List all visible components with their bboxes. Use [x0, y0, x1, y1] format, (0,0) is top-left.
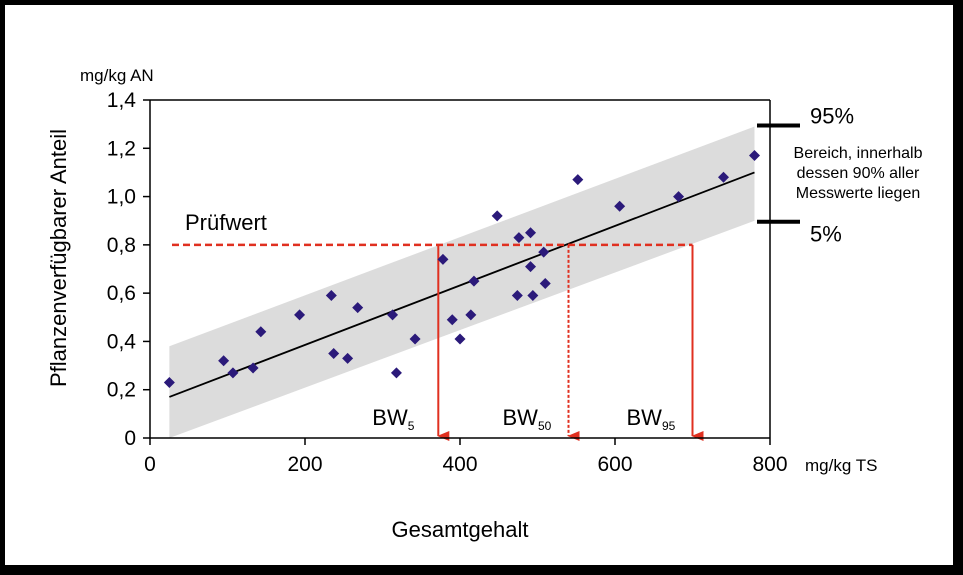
bw-label-subscript: 95	[662, 419, 676, 433]
y-tick-label: 0	[124, 427, 136, 450]
data-point	[468, 275, 480, 287]
y-tick-label: 1,4	[107, 89, 137, 112]
y-tick-label: 1,0	[107, 186, 136, 209]
data-point	[255, 326, 267, 338]
x-axis-title: Gesamtgehalt	[392, 517, 529, 542]
x-tick-label: 800	[752, 453, 787, 476]
y-tick-label: 0,2	[107, 379, 136, 402]
data-point	[525, 227, 537, 239]
data-point	[352, 302, 364, 314]
x-tick-label: 0	[144, 453, 156, 476]
bw-label-subscript: 5	[408, 419, 415, 433]
data-point	[247, 362, 259, 374]
bw-label-base: BW	[372, 405, 408, 430]
data-point	[525, 261, 537, 273]
data-point	[538, 246, 550, 258]
data-point	[511, 290, 523, 302]
bw-label-5: BW5	[372, 405, 414, 433]
regression-layer	[169, 171, 755, 398]
y-axis-title: Pflanzenverfügbarer Anteil	[46, 129, 71, 387]
data-point	[749, 150, 760, 162]
data-point	[446, 314, 458, 326]
data-point	[539, 277, 551, 289]
data-point	[328, 348, 340, 359]
data-point	[673, 191, 685, 203]
data-point	[218, 355, 230, 367]
band-legend-layer: 95% 5% Bereich, innerhalb dessen 90% aller M…	[757, 104, 923, 247]
data-point	[454, 333, 466, 345]
data-points-layer	[163, 150, 760, 388]
data-point	[294, 309, 306, 321]
data-point	[527, 290, 539, 302]
data-point	[390, 367, 402, 379]
data-point	[513, 232, 525, 244]
threshold-layer: BW5 BW50 BW95	[172, 243, 704, 441]
data-point	[465, 309, 477, 321]
data-point	[409, 333, 421, 345]
band-note-line: dessen 90% aller	[797, 165, 920, 182]
axes-layer: 0 0,2 0,4 0,6 0,8 1,0 1,2 1,4 0 200 400 600 800	[107, 89, 788, 476]
x-unit-label: mg/kg TS	[805, 456, 877, 475]
confidence-band	[169, 126, 755, 439]
data-point	[325, 290, 337, 302]
y-tick-label: 0,8	[107, 234, 136, 257]
band-note-line: Bereich, innerhalb	[794, 145, 923, 162]
data-point	[342, 352, 354, 364]
y-tick-label: 0,6	[107, 282, 136, 305]
data-point	[491, 210, 503, 222]
data-point	[437, 253, 449, 265]
bw-label-95: BW95	[627, 405, 676, 433]
y-unit-label: mg/kg AN	[80, 66, 154, 85]
band-lower-label: 5%	[810, 222, 842, 247]
bw-label-subscript: 50	[538, 419, 552, 433]
confidence-band-layer	[169, 126, 755, 439]
regression-line	[169, 171, 755, 398]
band-note-line: Messwerte liegen	[796, 185, 921, 202]
x-tick-label: 400	[442, 453, 477, 476]
band-upper-label: 95%	[810, 104, 854, 129]
bw-label-base: BW	[503, 405, 539, 430]
x-tick-label: 600	[597, 453, 632, 476]
data-point	[387, 309, 399, 321]
data-point	[163, 376, 175, 388]
data-point	[227, 367, 239, 379]
bw-label-base: BW	[627, 405, 663, 430]
x-tick-label: 200	[287, 453, 322, 476]
y-tick-label: 1,2	[107, 137, 136, 160]
data-point	[718, 171, 729, 183]
bw-label-50: BW50	[503, 405, 552, 433]
threshold-label: Prüfwert	[185, 210, 267, 235]
y-tick-label: 0,4	[107, 330, 137, 353]
data-point	[572, 174, 584, 186]
data-point	[614, 200, 626, 212]
